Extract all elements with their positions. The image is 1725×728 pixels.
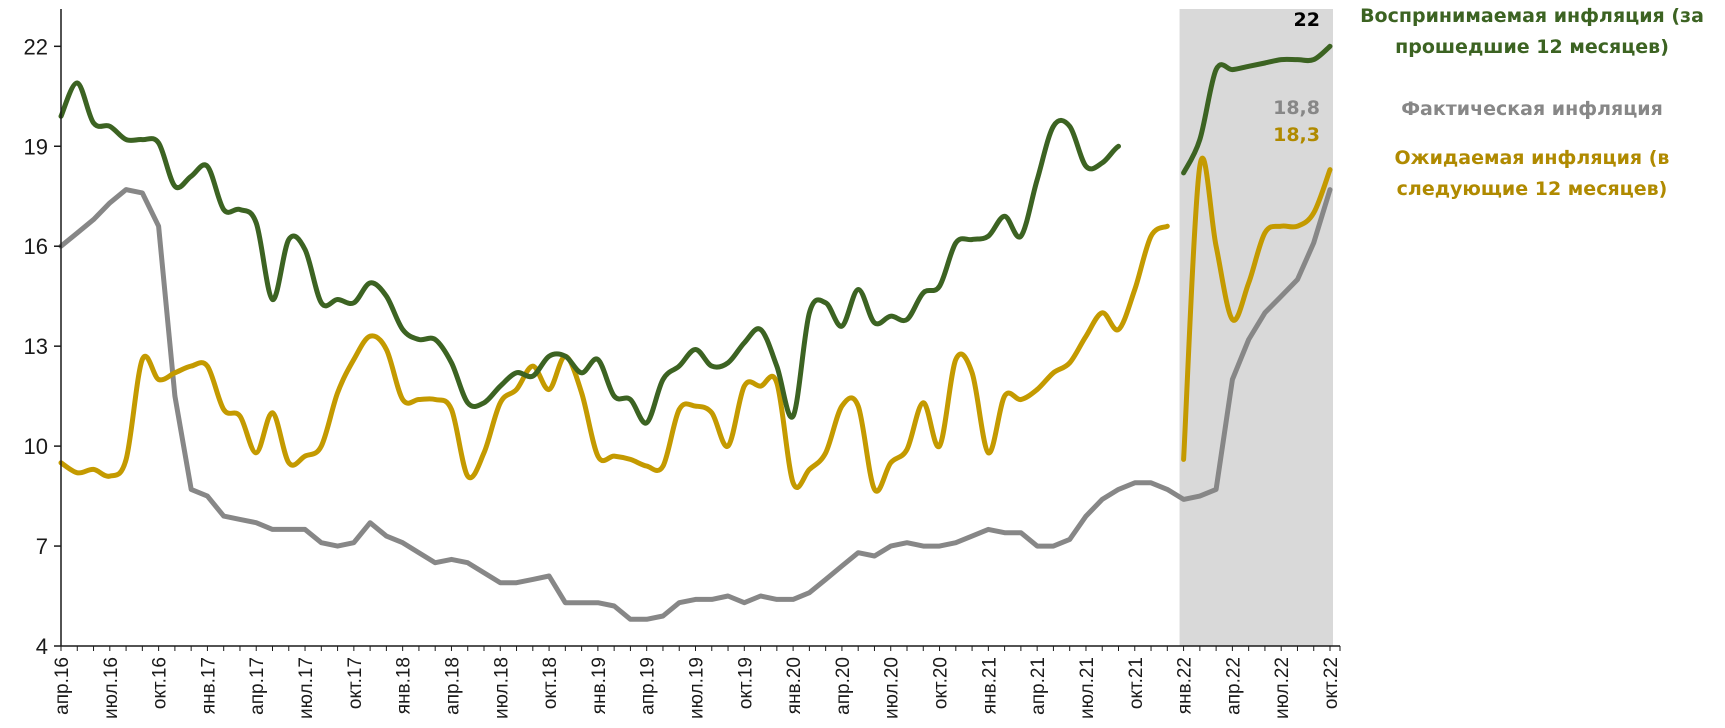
x-tick-label: июл.22 bbox=[1272, 657, 1293, 719]
x-tick-label: апр.20 bbox=[833, 657, 854, 715]
x-tick-label: апр.19 bbox=[638, 657, 659, 715]
x-tick-label: июл.19 bbox=[687, 657, 708, 719]
legend-label-expected-inflation: следующие 12 месяцев) bbox=[1397, 178, 1668, 200]
x-tick-label: апр.21 bbox=[1028, 657, 1049, 715]
series-line-expected-inflation-segment-1 bbox=[58, 223, 1170, 494]
x-tick-label: окт.22 bbox=[1321, 657, 1342, 709]
x-tick-label: июл.16 bbox=[101, 657, 122, 719]
legend-label-expected-inflation: Ожидаемая инфляция (в bbox=[1395, 147, 1670, 169]
x-tick-label: окт.16 bbox=[150, 657, 171, 709]
x-tick-label: июл.17 bbox=[296, 657, 317, 719]
x-tick-label: янв.19 bbox=[589, 657, 610, 714]
x-tick-label: апр.22 bbox=[1223, 657, 1244, 715]
x-tick-label: апр.16 bbox=[52, 657, 73, 715]
y-tick-label: 7 bbox=[36, 534, 48, 559]
x-tick-label: окт.18 bbox=[540, 657, 561, 709]
x-tick-label: окт.19 bbox=[735, 657, 756, 709]
x-tick-label: янв.22 bbox=[1175, 657, 1196, 714]
y-tick-label: 13 bbox=[24, 334, 48, 359]
x-tick-label: янв.17 bbox=[198, 657, 219, 714]
y-tick-label: 4 bbox=[36, 634, 48, 659]
end-label-layer: 22 18,8 18,3 bbox=[1273, 9, 1320, 146]
y-tick-label: 19 bbox=[24, 134, 48, 159]
x-tick-label: июл.20 bbox=[882, 657, 903, 719]
y-tick-label: 10 bbox=[24, 434, 48, 459]
x-tick-label: окт.21 bbox=[1126, 657, 1147, 709]
x-tick-label: янв.20 bbox=[784, 657, 805, 714]
end-label-perceived-inflation: 22 bbox=[1294, 9, 1320, 31]
series-line-actual-inflation-segment-1 bbox=[58, 187, 1333, 622]
x-tick-label: окт.17 bbox=[345, 657, 366, 709]
series-line-perceived-inflation-segment-1 bbox=[58, 80, 1121, 426]
x-tick-label: июл.18 bbox=[491, 657, 512, 719]
end-label-expected-inflation: 18,3 bbox=[1273, 124, 1320, 146]
legend-label-perceived-inflation: Воспринимаемая инфляция (за bbox=[1360, 5, 1704, 27]
x-tick-label: апр.17 bbox=[247, 657, 268, 715]
legend-label-perceived-inflation: прошедшие 12 месяцев) bbox=[1395, 36, 1669, 58]
x-tick-label: янв.21 bbox=[979, 657, 1000, 714]
axis-layer: 4 7 10 13 16 19 22 апр.16 июл.16 окт.16 янв.17 апр.… bbox=[24, 9, 1342, 719]
legend-label-actual-inflation: Фактическая инфляция bbox=[1401, 98, 1663, 120]
x-tick-label: янв.18 bbox=[394, 657, 415, 714]
series-line-expected-inflation-segment-2 bbox=[1181, 155, 1333, 462]
legend-layer: Воспринимаемая инфляция (за прошедшие 12 … bbox=[1360, 5, 1704, 200]
x-tick-label: июл.21 bbox=[1077, 657, 1098, 719]
x-tick-label: окт.20 bbox=[931, 657, 952, 709]
end-label-actual-inflation: 18,8 bbox=[1273, 97, 1320, 119]
series-line-perceived-inflation-segment-2 bbox=[1181, 43, 1333, 176]
series-layer bbox=[58, 43, 1333, 622]
y-tick-label: 22 bbox=[24, 34, 48, 59]
y-tick-label: 16 bbox=[24, 234, 48, 259]
x-tick-label: апр.18 bbox=[443, 657, 464, 715]
